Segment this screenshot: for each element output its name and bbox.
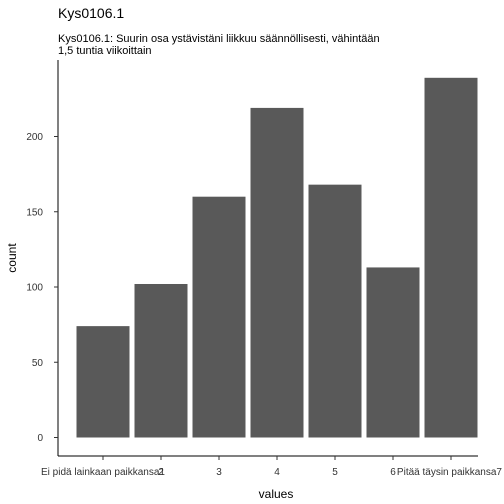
bar-3 (192, 196, 246, 438)
bar-6 (366, 267, 420, 438)
chart-subtitle-line-2: 1,5 tuntia viikoittain (58, 45, 152, 57)
x-tick-label-6: 6 (390, 467, 396, 478)
y-tick-label-3: 150 (26, 207, 43, 218)
x-tick-label-3: 3 (216, 467, 222, 478)
bar-2 (134, 283, 188, 438)
x-tick-label-7: Pitää täysin paikkansa7 (397, 467, 503, 478)
x-tick-label-1: Ei pidä lainkaan paikkansa1 (41, 467, 165, 478)
bar-4 (250, 107, 304, 438)
y-tick-label-2: 100 (26, 283, 43, 294)
bar-7 (424, 77, 478, 438)
plot-area (76, 77, 478, 438)
bar-5 (308, 184, 362, 438)
chart-title: Kys0106.1 (58, 5, 124, 21)
x-axis-title: values (259, 487, 294, 501)
chart-subtitle-line-1: Kys0106.1: Suurin osa ystävistäni liikku… (58, 33, 380, 45)
x-tick-label-2: 2 (158, 467, 164, 478)
y-tick-label-1: 50 (32, 358, 44, 369)
bar-1 (76, 326, 130, 438)
y-axis-title: count (5, 243, 19, 273)
y-axis-ticks: 0 50 100 150 200 (26, 132, 58, 444)
y-tick-label-4: 200 (26, 132, 43, 143)
x-tick-label-5: 5 (332, 467, 338, 478)
y-tick-label-0: 0 (37, 433, 43, 444)
x-tick-label-4: 4 (274, 467, 280, 478)
